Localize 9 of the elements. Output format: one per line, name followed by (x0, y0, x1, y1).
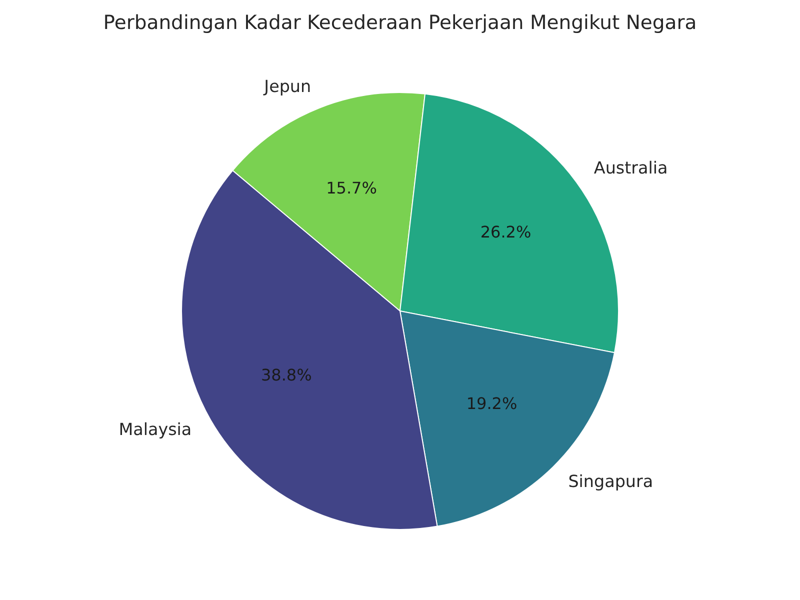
slice-label: Malaysia (118, 419, 192, 440)
data-label: 38.8% (260, 366, 312, 385)
data-label: 19.2% (466, 394, 518, 413)
slice-label: Jepun (263, 76, 312, 96)
chart-title: Perbandingan Kadar Kecederaan Pekerjaan Mengikut Negara (103, 11, 697, 34)
slice-label: Australia (594, 157, 668, 178)
data-label: 15.7% (326, 178, 377, 198)
slice-label: Singapura (568, 471, 654, 492)
data-label: 26.2% (480, 222, 532, 242)
